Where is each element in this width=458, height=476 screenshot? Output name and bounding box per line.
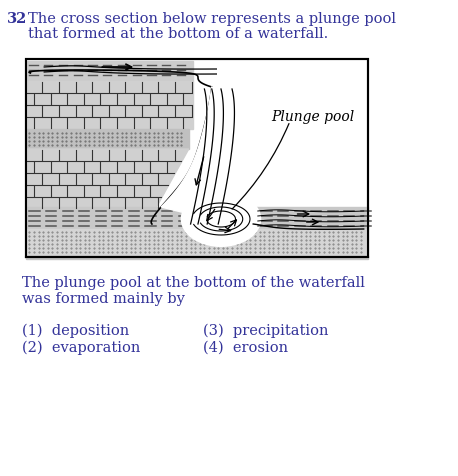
Polygon shape xyxy=(161,88,244,225)
Text: was formed mainly by: was formed mainly by xyxy=(22,291,185,306)
Text: (4)  erosion: (4) erosion xyxy=(202,340,288,354)
Polygon shape xyxy=(26,62,193,82)
Polygon shape xyxy=(26,229,368,258)
Text: (3)  precipitation: (3) precipitation xyxy=(202,323,328,337)
Text: (1)  deposition: (1) deposition xyxy=(22,323,129,337)
Text: The cross section below represents a plunge pool: The cross section below represents a plu… xyxy=(27,12,396,26)
Polygon shape xyxy=(26,208,368,229)
Bar xyxy=(26,60,368,258)
Polygon shape xyxy=(26,82,193,130)
Bar xyxy=(26,60,368,258)
Text: Plunge pool: Plunge pool xyxy=(272,110,355,124)
Text: The plunge pool at the bottom of the waterfall: The plunge pool at the bottom of the wat… xyxy=(22,276,365,289)
Text: that formed at the bottom of a waterfall.: that formed at the bottom of a waterfall… xyxy=(27,27,328,41)
Polygon shape xyxy=(26,149,189,208)
Ellipse shape xyxy=(181,192,261,248)
Text: 32: 32 xyxy=(7,12,28,26)
Polygon shape xyxy=(26,257,368,259)
Polygon shape xyxy=(26,130,189,149)
Text: (2)  evaporation: (2) evaporation xyxy=(22,340,141,355)
